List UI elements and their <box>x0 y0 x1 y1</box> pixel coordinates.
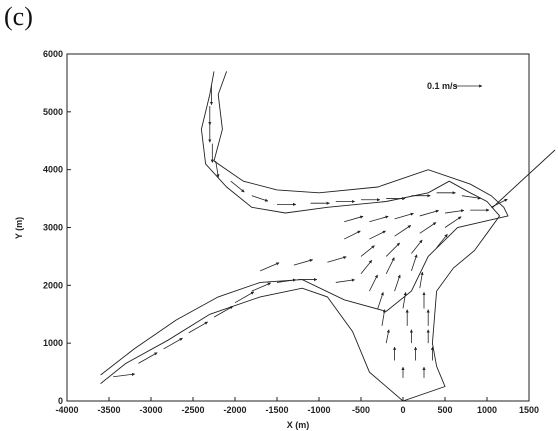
y-tick-label: 1000 <box>43 338 63 348</box>
velocity-vector <box>419 209 440 217</box>
y-tick-label: 4000 <box>43 165 63 175</box>
y-tick-label: 3000 <box>43 223 63 233</box>
velocity-vector <box>360 245 375 257</box>
x-tick-label: -1000 <box>307 405 330 415</box>
velocity-vector <box>402 291 407 309</box>
shoreline-outline <box>100 71 501 402</box>
y-tick-label: 0 <box>58 396 63 406</box>
x-tick-label: -3500 <box>97 405 120 415</box>
velocity-vector <box>385 242 400 257</box>
velocity-vector <box>344 230 361 240</box>
velocity-vector <box>251 282 271 292</box>
velocity-vector <box>230 180 245 193</box>
velocity-vector <box>344 215 364 223</box>
velocity-vector <box>385 329 390 344</box>
velocity-vector <box>113 372 136 378</box>
velocity-vector <box>369 274 378 292</box>
velocity-vector <box>377 291 384 309</box>
y-tick-label: 5000 <box>43 107 63 117</box>
scale-label: 0.1 m/s <box>427 81 458 91</box>
velocity-vector <box>411 239 423 254</box>
velocity-vector <box>188 321 208 334</box>
velocity-vector <box>215 160 220 178</box>
velocity-vector <box>394 212 414 220</box>
x-tick-label: -4000 <box>55 405 78 415</box>
x-tick-label: 1500 <box>519 405 539 415</box>
velocity-vector <box>213 305 234 318</box>
y-axis-title: Y (m) <box>14 217 24 239</box>
y-tick-label: 6000 <box>43 49 63 59</box>
velocity-vector <box>327 256 347 263</box>
velocity-vector <box>369 215 389 223</box>
plot-frame <box>66 53 530 402</box>
velocity-vector <box>260 262 280 272</box>
velocity-vector <box>138 352 158 364</box>
velocity-vector <box>419 222 437 234</box>
velocity-vector <box>251 195 269 202</box>
shoreline-outline <box>100 71 509 376</box>
velocity-vector <box>411 254 418 272</box>
velocity-vector <box>276 278 297 283</box>
velocity-vector <box>369 230 386 240</box>
x-axis-title: X (m) <box>287 420 310 430</box>
x-tick-label: -2500 <box>181 405 204 415</box>
x-tick-label: -1500 <box>265 405 288 415</box>
channel-outlines <box>100 71 509 402</box>
velocity-vector <box>444 216 462 228</box>
velocity-vector <box>234 291 255 304</box>
panel-label: (c) <box>4 2 33 31</box>
x-tick-label: 1000 <box>477 405 497 415</box>
velocity-vector <box>394 225 412 237</box>
velocity-vector <box>419 271 424 289</box>
x-tick-label: -2000 <box>223 405 246 415</box>
velocity-vector <box>360 260 373 275</box>
velocity-vector <box>461 195 482 200</box>
velocity-vector <box>293 258 314 266</box>
x-tick-label: -3000 <box>139 405 162 415</box>
y-tick-label: 2000 <box>43 280 63 290</box>
jet-line <box>491 149 556 209</box>
velocity-vector <box>163 337 183 350</box>
velocity-vector <box>385 257 395 274</box>
y-axis: 0 1000 2000 3000 4000 5000 6000 <box>43 49 71 406</box>
velocity-vector <box>436 233 448 248</box>
velocity-vector <box>394 274 401 292</box>
x-tick-label: 0 <box>400 405 405 415</box>
velocity-vector <box>335 278 356 283</box>
x-tick-label: 500 <box>437 405 452 415</box>
x-axis: -4000 -3500 -3000 -2500 -2000 -1500 -1000 -500 0… <box>55 397 539 415</box>
velocity-vector <box>381 309 386 326</box>
velocity-vectors <box>113 85 508 378</box>
velocity-vector <box>444 209 465 214</box>
x-tick-label: -500 <box>352 405 370 415</box>
